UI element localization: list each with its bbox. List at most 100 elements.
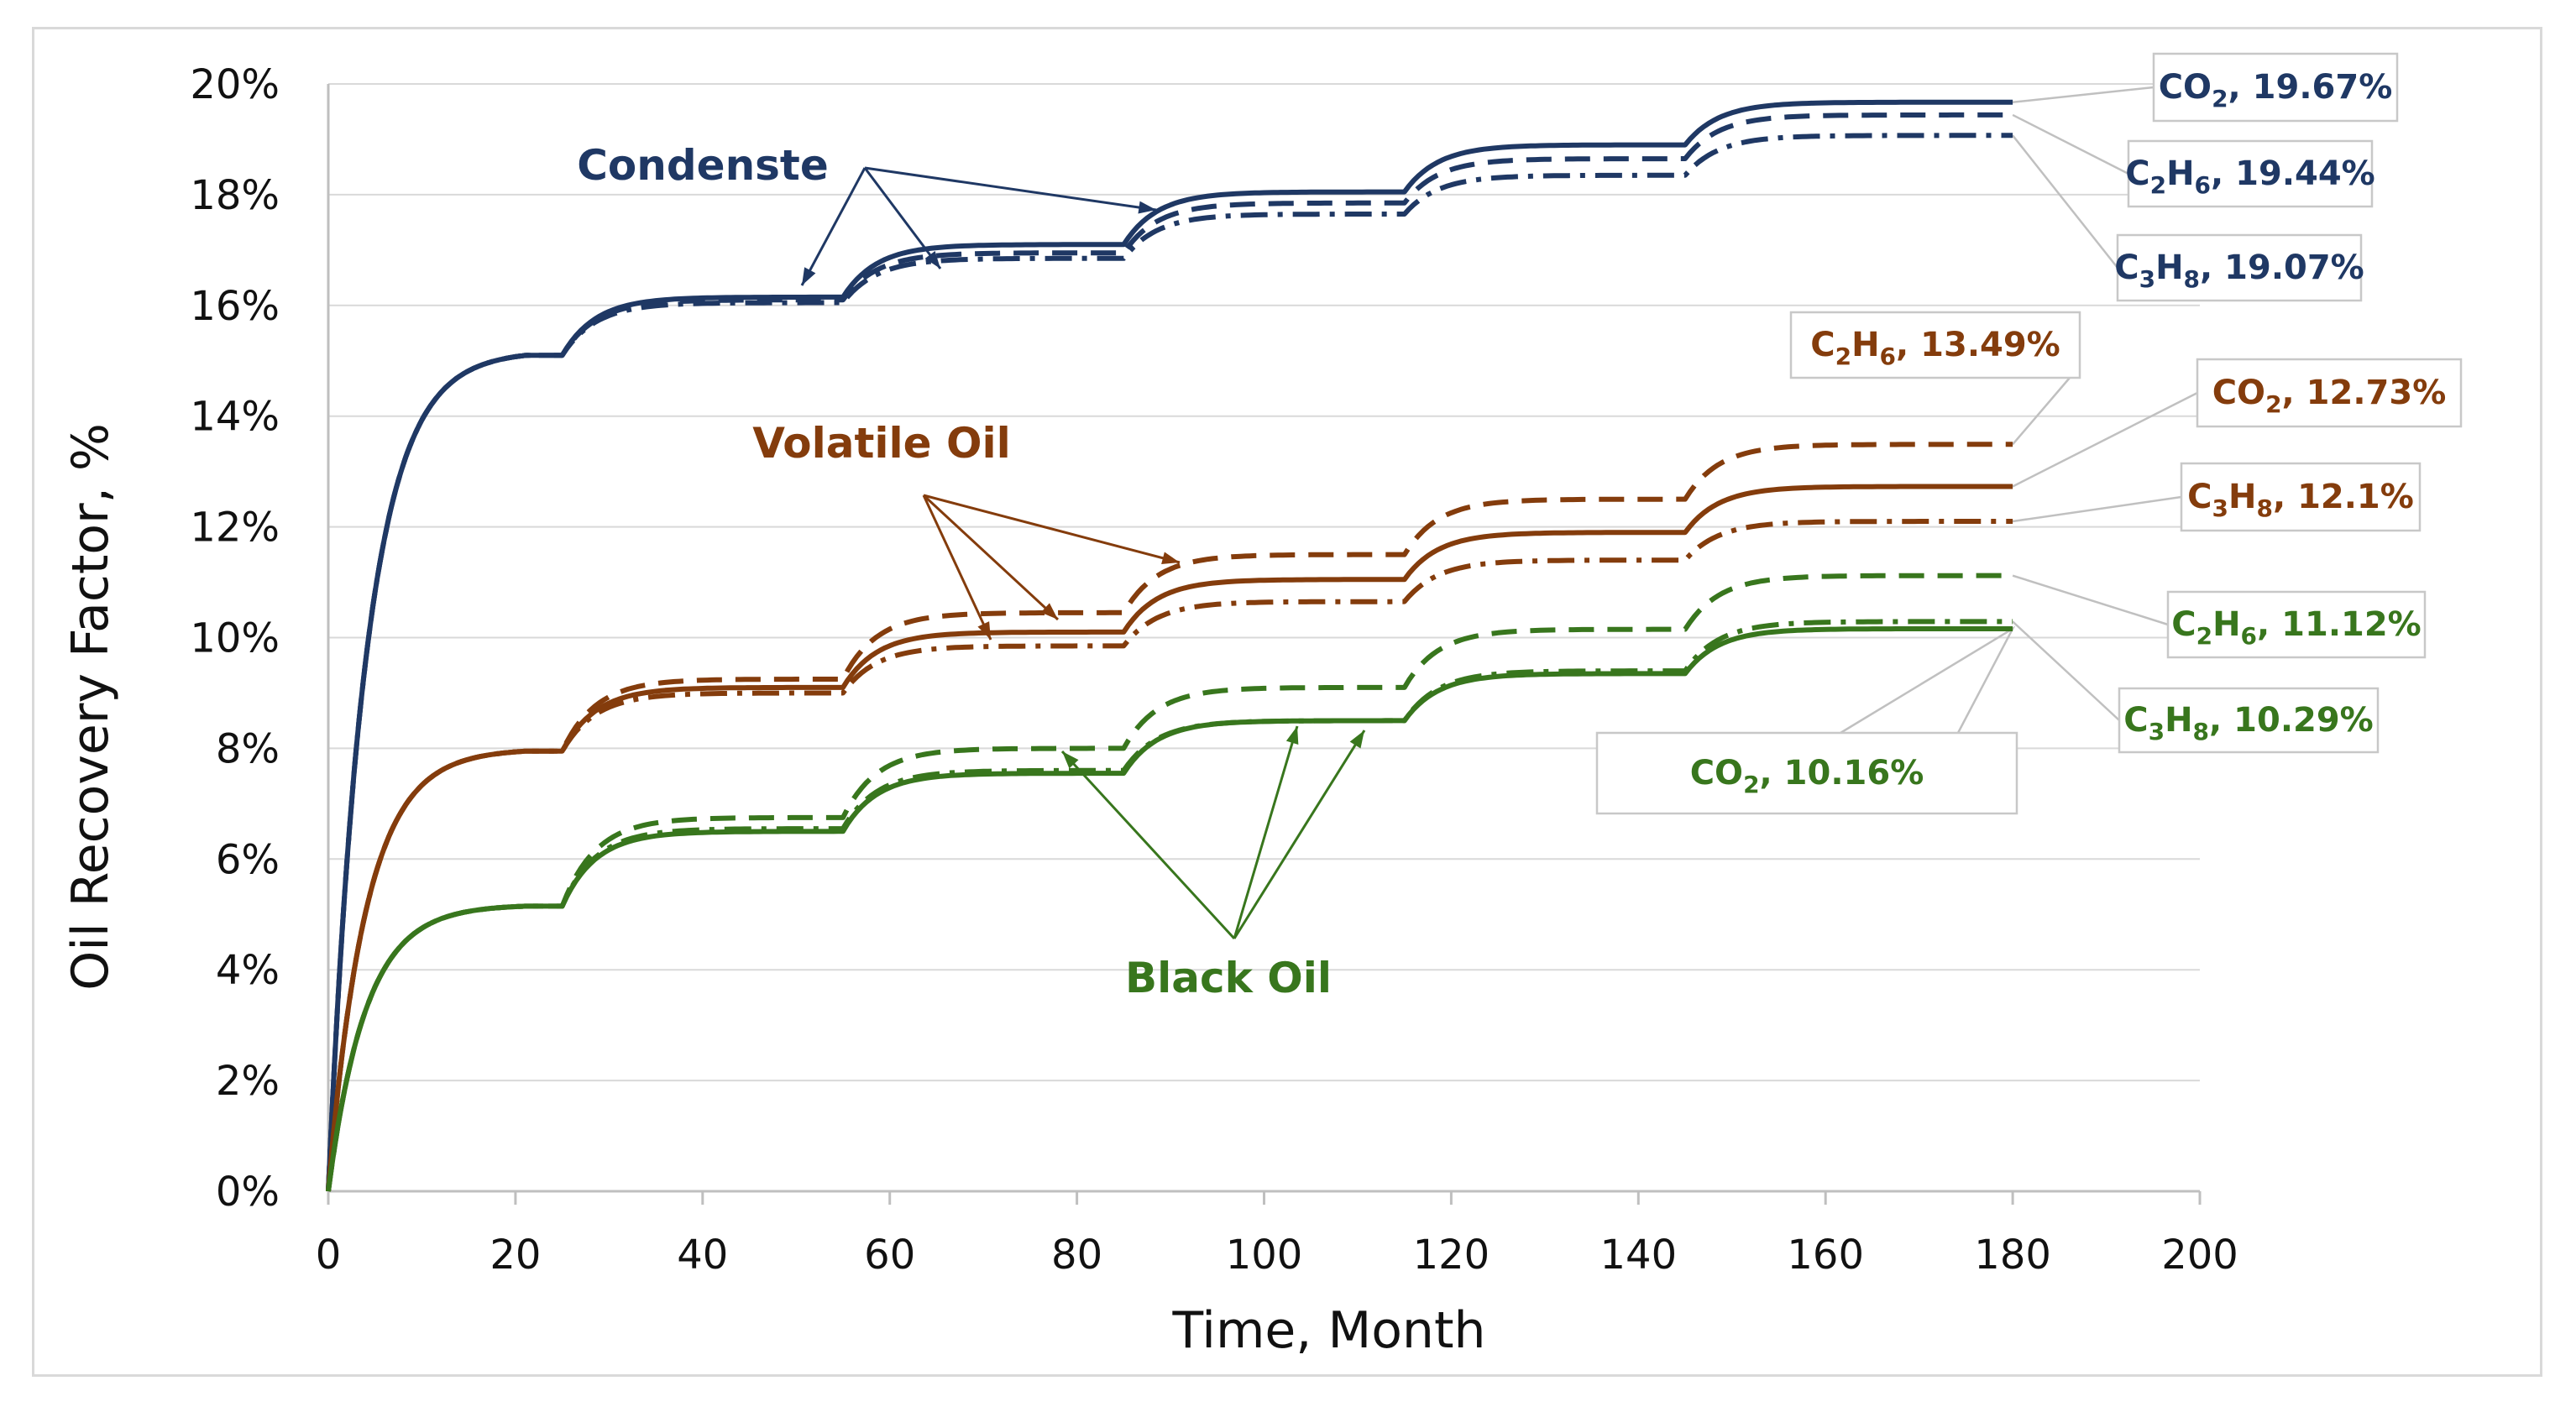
series-line bbox=[326, 112, 2013, 1192]
annotation-arrow bbox=[800, 167, 867, 286]
data-label: C3H8, 19.07% bbox=[2114, 248, 2364, 293]
annotation-arrow bbox=[1060, 750, 1236, 940]
annotation-arrow bbox=[922, 494, 1060, 621]
label-leader bbox=[2012, 113, 2129, 175]
data-label-box bbox=[2116, 233, 2363, 302]
series-line bbox=[326, 133, 2013, 1192]
annotation-arrowhead bbox=[1161, 552, 1180, 565]
x-tick-label: 80 bbox=[1051, 1232, 1102, 1279]
group-label-condensate: Condenste bbox=[577, 141, 829, 190]
data-label-part: 2 bbox=[1743, 771, 1759, 798]
series-line bbox=[326, 99, 2013, 1192]
data-label-part: 2 bbox=[2212, 85, 2228, 112]
annotation-arrow bbox=[864, 166, 1157, 212]
data-label-part: C bbox=[2125, 154, 2149, 193]
x-tick-label: 0 bbox=[316, 1232, 342, 1279]
group-label-volatile: Volatile Oil bbox=[752, 419, 1010, 468]
label-leader bbox=[2012, 86, 2155, 104]
data-label: CO2, 10.16% bbox=[1690, 754, 1924, 798]
data-label-part: 2 bbox=[2150, 171, 2166, 199]
data-label-part: 8 bbox=[2256, 494, 2272, 522]
data-label-part: , 12.1% bbox=[2273, 478, 2414, 516]
data-label: CO2, 19.67% bbox=[2159, 68, 2393, 112]
data-label-part: 2 bbox=[2196, 622, 2212, 650]
data-label-part: H bbox=[2212, 605, 2240, 644]
annotation-arrowhead bbox=[1040, 603, 1058, 620]
y-tick-label: 0% bbox=[216, 1169, 280, 1216]
data-label: C2H6, 13.49% bbox=[1810, 326, 2060, 370]
data-label-box bbox=[1595, 731, 2018, 815]
label-leader bbox=[2012, 574, 2169, 626]
x-axis-title: Time, Month bbox=[1171, 1301, 1485, 1360]
data-label-part: 2 bbox=[2265, 390, 2281, 418]
data-label-part: H bbox=[2165, 701, 2192, 740]
annotation-arrowhead bbox=[1285, 726, 1299, 745]
annotation-arrowhead bbox=[977, 621, 991, 640]
y-tick-label: 4% bbox=[216, 947, 280, 994]
data-label-part: 2 bbox=[1835, 343, 1851, 370]
data-label-box bbox=[2196, 358, 2463, 428]
y-tick-label: 12% bbox=[190, 505, 280, 552]
annotation-arrow bbox=[1233, 725, 1299, 939]
series-line bbox=[326, 573, 2013, 1192]
series-line bbox=[326, 519, 2013, 1192]
data-label: CO2, 12.73% bbox=[2212, 374, 2447, 418]
data-label-part: C bbox=[1810, 326, 1835, 364]
group-label-black: Black Oil bbox=[1125, 954, 1332, 1002]
data-label-part: 6 bbox=[1880, 343, 1896, 370]
label-leader bbox=[2012, 391, 2198, 488]
data-label: C3H8, 12.1% bbox=[2187, 478, 2414, 522]
data-label: C3H8, 10.29% bbox=[2123, 701, 2374, 745]
y-tick-label: 6% bbox=[216, 836, 280, 883]
data-label: C2H6, 19.44% bbox=[2125, 154, 2375, 199]
label-leader bbox=[2012, 620, 2120, 721]
annotation-arrowhead bbox=[802, 267, 816, 285]
y-tick-label: 14% bbox=[190, 394, 280, 441]
data-label-part: , 10.29% bbox=[2209, 701, 2374, 740]
label-leader bbox=[1840, 625, 2016, 735]
data-label-box bbox=[2180, 462, 2422, 532]
annotation-arrowhead bbox=[1138, 201, 1156, 214]
data-label-part: H bbox=[2228, 478, 2256, 516]
data-label-part: 6 bbox=[2195, 171, 2211, 199]
data-label-part: , 11.12% bbox=[2257, 605, 2422, 644]
label-leader bbox=[2012, 377, 2071, 446]
y-tick-label: 18% bbox=[190, 172, 280, 219]
data-label-part: CO bbox=[2212, 374, 2265, 412]
data-label-part: H bbox=[1851, 326, 1879, 364]
x-tick-label: 40 bbox=[677, 1232, 728, 1279]
x-tick-label: 200 bbox=[2161, 1232, 2238, 1279]
data-label-box bbox=[1789, 311, 2081, 379]
data-label-part: H bbox=[2155, 248, 2183, 287]
data-label-part: , 12.73% bbox=[2282, 374, 2447, 412]
data-label-part: C bbox=[2123, 701, 2148, 740]
data-label-box bbox=[2166, 590, 2427, 659]
data-label-part: 3 bbox=[2139, 265, 2155, 293]
annotation-arrowhead bbox=[1349, 730, 1364, 749]
annotation-arrow bbox=[922, 494, 992, 641]
data-label-part: 6 bbox=[2241, 622, 2257, 650]
data-label-part: C bbox=[2114, 248, 2139, 287]
x-tick-label: 120 bbox=[1413, 1232, 1490, 1279]
x-tick-label: 60 bbox=[864, 1232, 915, 1279]
x-tick-label: 180 bbox=[1974, 1232, 2051, 1279]
data-label-part: 8 bbox=[2184, 265, 2200, 293]
series-line bbox=[326, 619, 2013, 1192]
data-label-box bbox=[2127, 139, 2374, 208]
y-axis-title: Oil Recovery Factor, % bbox=[61, 423, 120, 991]
data-label-part: , 19.67% bbox=[2228, 68, 2393, 107]
data-label-part: , 19.07% bbox=[2200, 248, 2364, 287]
data-label-part: CO bbox=[1690, 754, 1743, 792]
data-label-box bbox=[2118, 687, 2380, 754]
y-tick-label: 20% bbox=[190, 61, 280, 108]
data-label-part: CO bbox=[2159, 68, 2212, 107]
data-label-part: , 13.49% bbox=[1896, 326, 2060, 364]
annotation-arrow bbox=[923, 494, 1181, 564]
chart-frame bbox=[32, 27, 2542, 1377]
data-label-part: C bbox=[2171, 605, 2196, 644]
label-leader bbox=[2012, 495, 2182, 523]
x-tick-label: 100 bbox=[1226, 1232, 1303, 1279]
y-tick-label: 16% bbox=[190, 283, 280, 330]
annotation-arrow bbox=[1233, 730, 1366, 939]
